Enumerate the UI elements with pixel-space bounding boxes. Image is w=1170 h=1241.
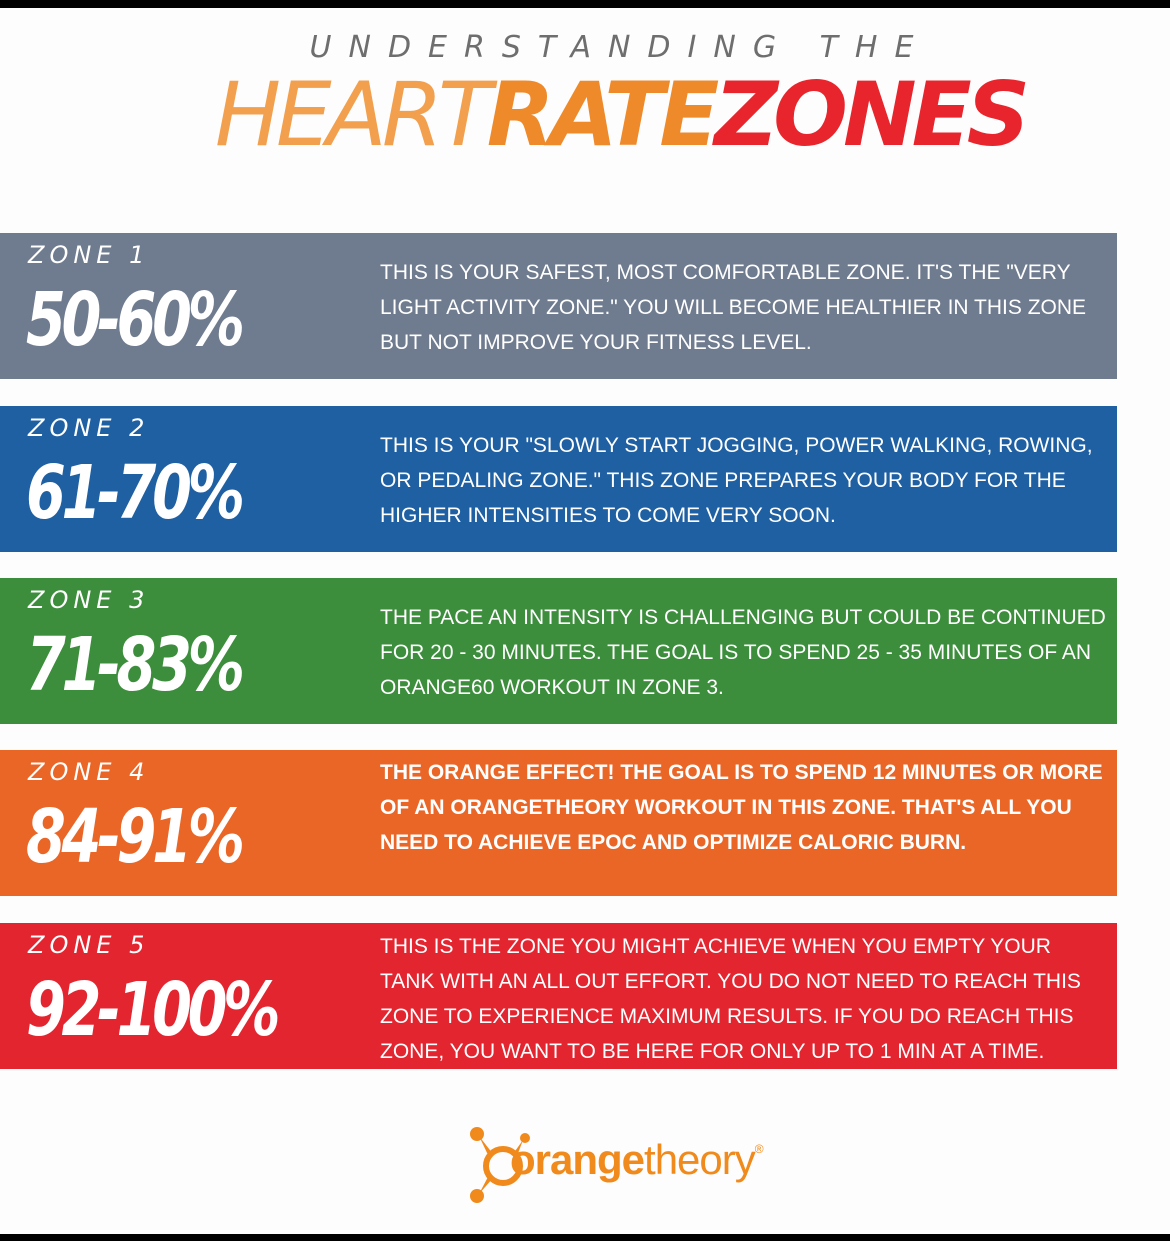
orangetheory-logo: orangetheory® [0,1116,1170,1206]
logo-text-theory: theory [644,1136,756,1183]
zone-label: ZONE 5 [28,931,150,959]
title-word-heart: HEART [214,63,492,166]
zone-1-band: ZONE 1 50-60% This is your safest, most … [0,233,1117,379]
zone-description: This is your safest, most comfortable zo… [380,261,1087,354]
zone-5-band: ZONE 5 92-100% This is the zone you migh… [0,923,1117,1069]
subtitle: UNDERSTANDING THE [309,30,931,65]
zone-percent: 71-83% [26,622,245,708]
zone-4-band: ZONE 4 84-91% The Orange Effect! The goa… [0,750,1117,896]
title-word-zones: ZONES [714,63,1030,166]
zone-percent: 50-60% [26,277,245,363]
zone-label: ZONE 4 [28,758,150,786]
zone-label: ZONE 1 [28,241,150,269]
zone-label: ZONE 3 [28,586,150,614]
orangetheory-splat-icon [470,1127,530,1203]
zone-description: The pace an intensity is challenging but… [380,606,1106,699]
zone-percent: 84-91% [26,794,245,880]
zone-label: ZONE 2 [28,414,150,442]
infographic: UNDERSTANDING THE HEARTRATEZONES ZONE 1 … [0,8,1170,1234]
zone-percent: 92-100% [26,967,281,1053]
title-word-rate: RATE [486,63,720,166]
page-title: HEARTRATEZONES [0,60,1170,170]
zone-description: This is your "slowly start jogging, powe… [380,434,1093,527]
zone-percent: 61-70% [26,450,245,536]
zone-2-band: ZONE 2 61-70% This is your "slowly start… [0,406,1117,552]
zone-3-band: ZONE 3 71-83% The pace an intensity is c… [0,578,1117,724]
zone-description: This is the zone you might achieve when … [380,935,1081,1063]
logo-wordmark: orangetheory® [510,1136,764,1184]
logo-text-orange: orange [510,1136,645,1183]
trademark-mark: ® [754,1142,764,1156]
zone-description: The Orange Effect! The goal is to spend … [380,761,1103,854]
